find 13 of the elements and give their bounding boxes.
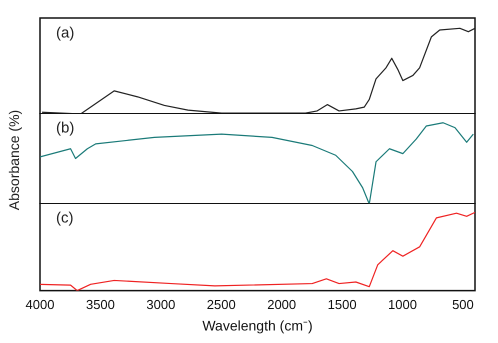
x-tick-label: 4000 xyxy=(26,296,54,312)
x-tick-label: 3500 xyxy=(86,296,115,312)
x-tick-label: 2000 xyxy=(267,296,296,312)
y-axis-title: Absorbance (%) xyxy=(6,110,22,210)
annotation: (a) xyxy=(56,24,74,42)
annotation: (b) xyxy=(56,120,74,137)
x-tick-label: 500 xyxy=(452,296,474,312)
x-tick-label: 3000 xyxy=(146,296,176,312)
x-tick-label: 1500 xyxy=(328,296,357,312)
x-tick-label: 2500 xyxy=(206,296,236,312)
x-tick-label: 1000 xyxy=(388,296,417,312)
x-axis-title: Wavelength (cm⁻) xyxy=(202,317,313,334)
annotation: (c) xyxy=(56,210,74,227)
